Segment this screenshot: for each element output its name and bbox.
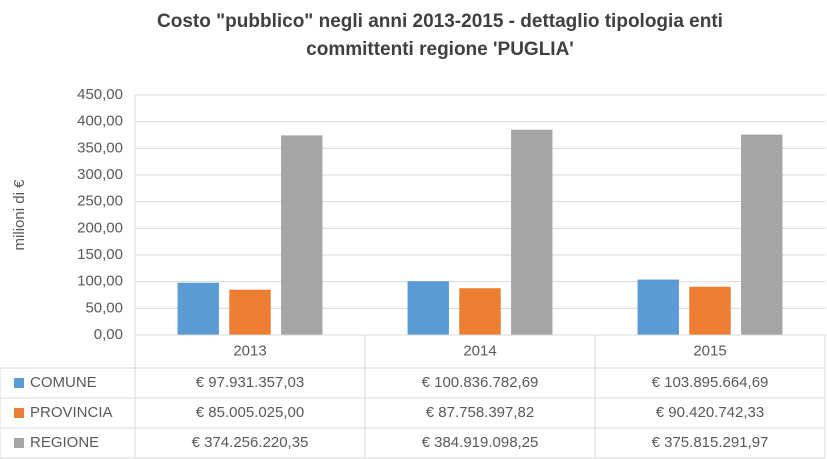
legend-label: COMUNE bbox=[30, 374, 97, 391]
bar bbox=[407, 281, 449, 335]
legend-swatch bbox=[14, 408, 24, 418]
x-tick-label: 2013 bbox=[233, 342, 266, 359]
legend-label: REGIONE bbox=[30, 434, 99, 451]
y-axis-label: milioni di € bbox=[11, 179, 28, 251]
y-tick-label: 100,00 bbox=[77, 273, 123, 290]
bar bbox=[177, 282, 219, 335]
legend-swatch bbox=[14, 378, 24, 388]
y-tick-label: 350,00 bbox=[77, 139, 123, 156]
bar bbox=[281, 135, 323, 335]
y-tick-label: 200,00 bbox=[77, 219, 123, 236]
table-cell: € 97.931.357,03 bbox=[196, 374, 304, 391]
bar bbox=[689, 286, 731, 335]
table-cell: € 90.420.742,33 bbox=[656, 404, 764, 421]
table-cell: € 103.895.664,69 bbox=[652, 374, 769, 391]
bar bbox=[459, 288, 501, 335]
y-tick-label: 450,00 bbox=[77, 86, 123, 103]
bar bbox=[637, 279, 679, 335]
y-tick-label: 0,00 bbox=[94, 326, 123, 343]
chart-title: Costo "pubblico" negli anni 2013-2015 - … bbox=[157, 11, 723, 32]
x-tick-label: 2015 bbox=[693, 342, 726, 359]
table-cell: € 375.815.291,97 bbox=[652, 434, 769, 451]
bar bbox=[511, 129, 553, 335]
table-cell: € 85.005.025,00 bbox=[196, 404, 304, 421]
legend-swatch bbox=[14, 438, 24, 448]
table-cell: € 100.836.782,69 bbox=[422, 374, 539, 391]
table-cell: € 87.758.397,82 bbox=[426, 404, 534, 421]
bar bbox=[741, 134, 783, 335]
y-tick-label: 50,00 bbox=[85, 299, 123, 316]
y-tick-label: 150,00 bbox=[77, 246, 123, 263]
y-tick-label: 250,00 bbox=[77, 193, 123, 210]
bar bbox=[229, 289, 271, 335]
table-cell: € 384.919.098,25 bbox=[422, 434, 539, 451]
chart-subtitle: committenti regione 'PUGLIA' bbox=[306, 39, 574, 60]
y-tick-label: 300,00 bbox=[77, 166, 123, 183]
table-cell: € 374.256.220,35 bbox=[192, 434, 309, 451]
x-tick-label: 2014 bbox=[463, 342, 496, 359]
y-tick-label: 400,00 bbox=[77, 113, 123, 130]
legend-label: PROVINCIA bbox=[30, 404, 113, 421]
